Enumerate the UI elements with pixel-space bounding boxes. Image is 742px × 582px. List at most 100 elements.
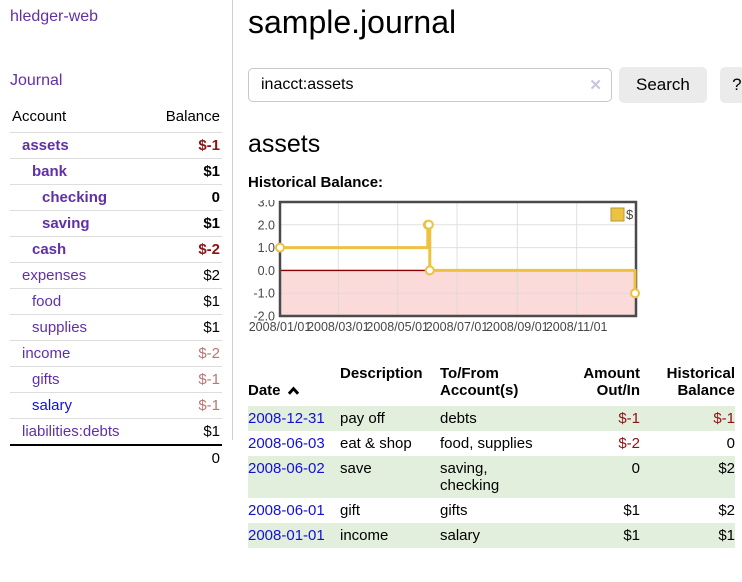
transaction-accounts: food, supplies [440,435,533,452]
register-table: Date Description To/From Account(s) Amou… [248,365,735,548]
svg-text:2.0: 2.0 [258,218,275,232]
transaction-balance: 0 [726,435,735,452]
svg-text:1.0: 1.0 [258,241,275,255]
transaction-date-link[interactable]: 2008-06-03 [248,435,325,452]
account-link-expenses[interactable]: expenses [22,267,87,284]
account-link-bank[interactable]: bank [32,163,68,180]
transaction-balance: $-1 [713,410,735,427]
app-title-link[interactable]: hledger-web [10,8,99,25]
account-column-header: Account [12,108,67,125]
date-header-label: Date [248,382,281,399]
accounts-balance-table: Account Balance assets $-1 bank $1 check… [10,104,222,471]
account-balance: $1 [148,288,222,315]
account-row: salary $-1 [10,392,222,419]
help-button[interactable]: ? [719,67,742,103]
transaction-description: save [340,460,372,477]
transaction-accounts: gifts [440,502,468,519]
account-balance: $-1 [148,366,222,393]
transaction-amount: 0 [631,460,640,477]
transaction-amount: $-2 [618,435,640,452]
register-row: 2008-06-03 eat & shop food, supplies $-2… [248,431,735,456]
account-balance: $1 [148,418,222,445]
account-row: saving $1 [10,210,222,237]
transaction-balance: $2 [718,502,735,519]
svg-text:2008/09/01: 2008/09/01 [486,320,549,334]
account-link-food[interactable]: food [32,293,62,310]
svg-text:2008/03/01: 2008/03/01 [307,320,370,334]
accounts-total-row: 0 [10,444,222,471]
account-row: liabilities:debts $1 [10,418,222,445]
account-link-supplies[interactable]: supplies [32,319,88,336]
transaction-balance: $1 [718,527,735,544]
transaction-amount: $1 [623,502,640,519]
accounts-column-header: To/From Account(s) [440,365,519,399]
search-button[interactable]: Search [619,67,707,103]
svg-text:-1.0: -1.0 [253,287,275,301]
svg-text:0.0: 0.0 [258,264,275,278]
transaction-date-link[interactable]: 2008-12-31 [248,410,325,427]
account-row: food $1 [10,288,222,315]
account-row: supplies $1 [10,314,222,341]
accounts-total-value: 0 [148,444,222,471]
clear-search-icon[interactable]: ✕ [589,77,602,94]
register-header-row: Date Description To/From Account(s) Amou… [248,365,735,406]
transaction-description: eat & shop [340,435,412,452]
sort-ascending-icon [287,386,299,395]
svg-text:2008/05/01: 2008/05/01 [366,320,429,334]
register-row: 2008-06-02 save saving, checking 0 $2 [248,456,735,498]
register-row: 2008-12-31 pay off debts $-1 $-1 [248,406,735,431]
transaction-date-link[interactable]: 2008-06-01 [248,502,325,519]
accounts-table-header: Account Balance [10,104,222,133]
transaction-description: gift [340,502,361,519]
account-balance: $2 [148,262,222,289]
account-balance: $-2 [148,340,222,367]
account-link-cash[interactable]: cash [32,241,67,258]
description-column-header: Description [340,365,423,382]
account-link-income[interactable]: income [22,345,71,362]
account-balance: $-2 [148,236,222,263]
transaction-description: pay off [340,410,385,427]
account-link-saving[interactable]: saving [42,215,90,232]
sidebar-item-journal[interactable]: Journal [10,72,63,89]
svg-text:$: $ [626,207,634,222]
account-row: income $-2 [10,340,222,367]
transaction-accounts: debts [440,410,477,427]
account-link-checking[interactable]: checking [42,189,108,206]
svg-text:3.0: 3.0 [258,200,275,210]
svg-text:-2.0: -2.0 [253,310,275,324]
account-row: cash $-2 [10,236,222,263]
account-heading: assets [248,130,321,158]
transaction-amount: $1 [623,527,640,544]
account-balance: $1 [148,210,222,237]
amount-column-header: Amount Out/In [583,365,640,399]
page-title: sample.journal [248,4,457,40]
transaction-accounts: saving, checking [440,460,500,494]
account-row: checking 0 [10,184,222,211]
date-column-header[interactable]: Date [248,365,340,406]
account-balance: 0 [148,184,222,211]
account-balance: $-1 [148,132,222,159]
account-row: bank $1 [10,158,222,185]
transaction-accounts: salary [440,527,481,544]
transaction-date-link[interactable]: 2008-01-01 [248,527,325,544]
register-row: 2008-06-01 gift gifts $1 $2 [248,498,735,523]
transaction-date-link[interactable]: 2008-06-02 [248,460,325,477]
balance-column-header: Balance [165,108,220,125]
balance-column-header: Historical Balance [666,365,735,399]
sidebar: hledger-web Journal Account Balance asse… [0,0,233,471]
svg-text:2008/11/01: 2008/11/01 [546,320,608,334]
account-balance: $1 [148,314,222,341]
search-input[interactable] [248,68,612,102]
account-balance: $1 [148,158,222,185]
chart-title: Historical Balance: [248,174,384,191]
transaction-amount: $-1 [618,410,640,427]
transaction-description: income [340,527,389,544]
account-link-assets[interactable]: assets [22,137,69,154]
account-link-liabilities-debts[interactable]: liabilities:debts [22,423,120,440]
main-content: sample.journal ✕ Search ? assets Histori… [233,0,742,582]
account-link-gifts[interactable]: gifts [32,371,60,388]
account-link-salary[interactable]: salary [32,397,73,414]
account-balance: $-1 [148,392,222,419]
svg-text:2008/07/01: 2008/07/01 [426,320,489,334]
historical-balance-chart: 3.0 2.0 1.0 0.0 -1.0 -2.02008/01/012008/03/01… [249,196,641,334]
